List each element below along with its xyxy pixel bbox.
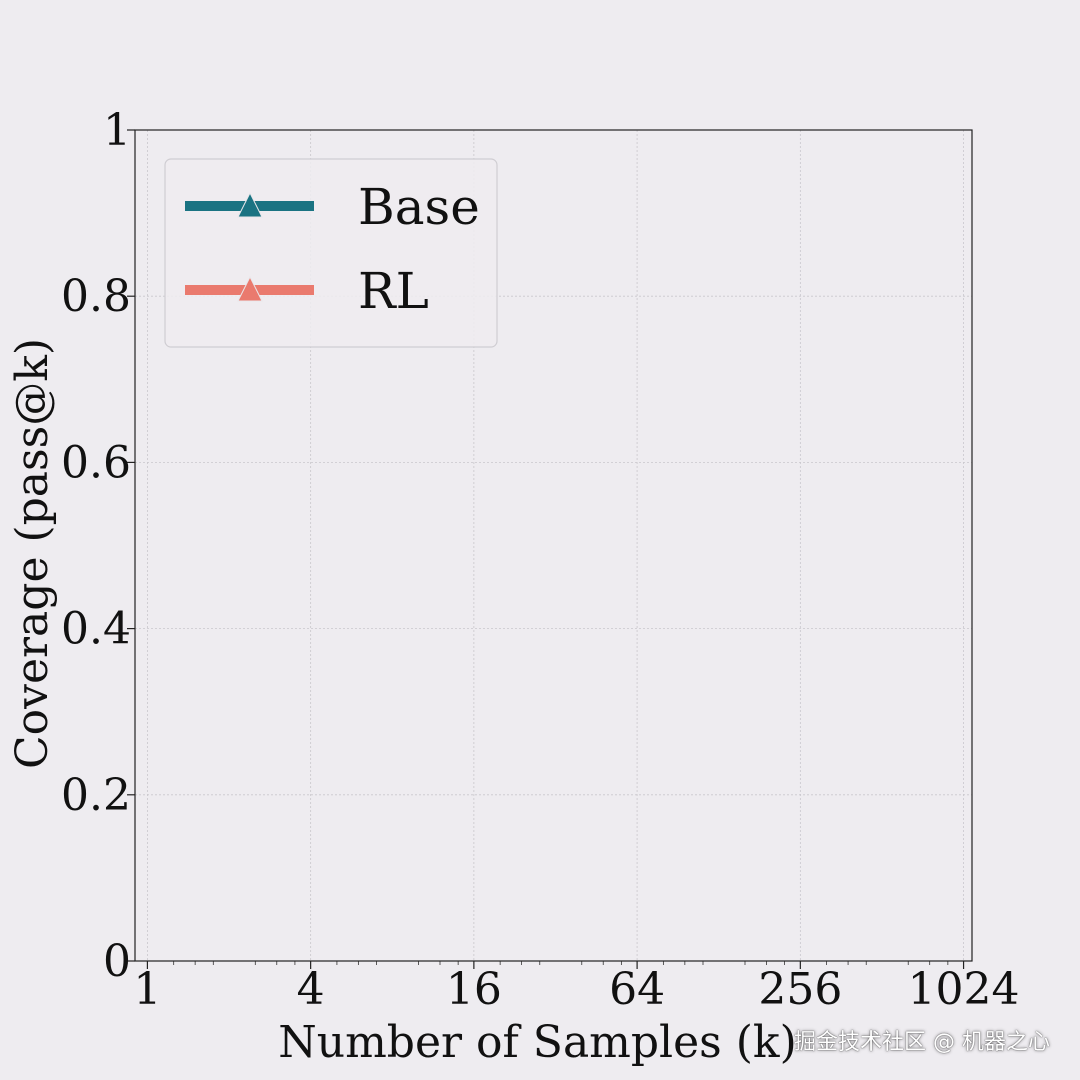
legend: Base RL <box>164 158 498 348</box>
legend-marker-base <box>237 191 263 218</box>
legend-marker-rl <box>237 275 263 302</box>
y-axis-label: Coverage (pass@k) <box>7 338 58 769</box>
legend-label-base: Base <box>358 178 480 236</box>
x-tick-label: 64 <box>609 964 665 1015</box>
x-tick-label: 16 <box>446 964 502 1015</box>
ticks <box>127 129 965 969</box>
y-tick-label: 0.4 <box>61 604 131 655</box>
y-tick-label: 0 <box>103 936 131 987</box>
x-tick-labels: 1 4 16 64 256 1024 <box>133 964 1019 1015</box>
x-axis-label: Number of Samples (k) <box>278 1017 796 1068</box>
x-tick-label: 1 <box>133 964 161 1015</box>
y-tick-label: 0.2 <box>61 770 131 821</box>
y-tick-label: 0.8 <box>61 271 131 322</box>
watermark-text: 掘金技术社区 @ 机器之心 <box>794 1030 1050 1055</box>
plot-area-frame <box>134 129 973 962</box>
legend-label-rl: RL <box>358 262 429 320</box>
legend-entries: Base RL <box>185 178 480 320</box>
x-tick-label: 256 <box>758 964 842 1015</box>
x-tick-label: 1024 <box>908 964 1020 1015</box>
y-tick-label: 1 <box>103 105 131 156</box>
y-tick-label: 0.6 <box>61 437 131 488</box>
y-tick-labels: 0 0.2 0.4 0.6 0.8 1 <box>61 105 131 987</box>
x-tick-label: 4 <box>297 964 325 1015</box>
